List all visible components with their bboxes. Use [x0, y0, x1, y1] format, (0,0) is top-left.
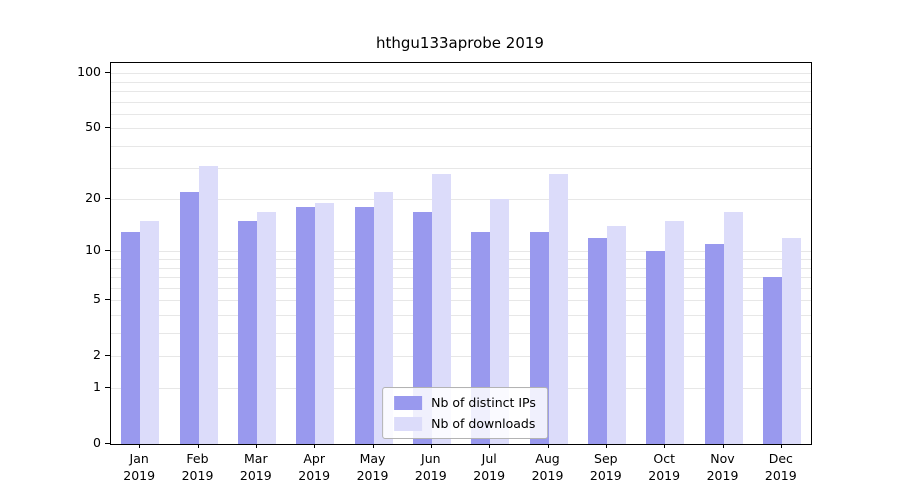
gridline-4 — [111, 314, 811, 316]
x-label-apr: Apr 2019 — [298, 451, 331, 483]
bar-downloads-sep — [606, 226, 626, 444]
y-tick-100 — [105, 72, 110, 74]
y-label-2: 2 — [93, 346, 101, 362]
x-tick-nov — [722, 444, 724, 448]
x-tick-feb — [197, 444, 199, 448]
y-label-1: 1 — [93, 379, 101, 395]
x-label-aug: Aug 2019 — [531, 451, 564, 483]
x-tick-apr — [314, 444, 316, 448]
legend-entry-downloads: Nb of downloads — [394, 416, 536, 431]
gridline-70 — [111, 101, 811, 103]
y-tick-5 — [105, 299, 110, 300]
x-label-jan: Jan 2019 — [123, 451, 156, 483]
bar-downloads-apr — [315, 203, 335, 444]
x-label-may: May 2019 — [356, 451, 389, 483]
x-tick-dec — [780, 444, 782, 448]
chart-title: hthgu133aprobe 2019 — [376, 34, 544, 52]
legend-entry-distinct-ips: Nb of distinct IPs — [394, 395, 536, 410]
y-label-100: 100 — [77, 64, 101, 80]
gridline-60 — [111, 113, 811, 115]
gridline-50 — [111, 128, 811, 130]
bar-distinct-ips-nov — [704, 244, 724, 444]
y-tick-2 — [105, 354, 110, 356]
x-tick-mar — [255, 444, 257, 448]
bar-downloads-nov — [723, 211, 743, 444]
gridline-100 — [111, 73, 811, 75]
gridline-10 — [111, 251, 811, 253]
bar-downloads-aug — [548, 173, 568, 444]
x-label-dec: Dec 2019 — [764, 451, 797, 483]
legend-label-downloads: Nb of downloads — [431, 416, 536, 431]
x-label-oct: Oct 2019 — [648, 451, 681, 483]
bar-distinct-ips-jan — [121, 232, 141, 444]
bar-distinct-ips-feb — [179, 192, 199, 444]
x-tick-oct — [664, 444, 666, 448]
bar-distinct-ips-sep — [587, 237, 607, 444]
x-tick-jul — [489, 444, 491, 448]
plot-area — [110, 62, 812, 445]
x-tick-jun — [430, 444, 432, 448]
gridline-5 — [111, 300, 811, 301]
gridline-8 — [111, 267, 811, 269]
gridline-2 — [111, 355, 811, 357]
x-label-jun: Jun 2019 — [414, 451, 447, 483]
gridline-30 — [111, 168, 811, 170]
y-label-10: 10 — [85, 242, 101, 258]
gridline-6 — [111, 287, 811, 289]
x-label-feb: Feb 2019 — [181, 451, 214, 483]
bar-downloads-feb — [198, 165, 218, 444]
gridline-20 — [111, 199, 811, 201]
gridline-90 — [111, 81, 811, 83]
legend: Nb of distinct IPs Nb of downloads — [382, 387, 548, 439]
y-tick-10 — [105, 250, 110, 252]
x-label-sep: Sep 2019 — [589, 451, 622, 483]
bar-distinct-ips-mar — [237, 221, 257, 444]
bar-downloads-mar — [256, 211, 276, 444]
y-label-20: 20 — [85, 190, 101, 206]
legend-label-distinct-ips: Nb of distinct IPs — [431, 395, 536, 410]
y-tick-20 — [105, 198, 110, 200]
bar-distinct-ips-may — [354, 207, 374, 444]
gridline-80 — [111, 90, 811, 92]
y-tick-0 — [105, 443, 110, 444]
x-tick-may — [372, 444, 374, 448]
y-tick-1 — [105, 387, 110, 389]
y-tick-50 — [105, 127, 110, 129]
bar-distinct-ips-apr — [296, 207, 316, 444]
x-label-nov: Nov 2019 — [706, 451, 739, 483]
bar-downloads-jun — [431, 173, 451, 444]
y-label-5: 5 — [93, 291, 101, 306]
legend-swatch-downloads — [394, 416, 423, 431]
bar-downloads-jan — [140, 221, 160, 444]
bar-downloads-jul — [490, 199, 510, 444]
gridline-40 — [111, 145, 811, 147]
x-label-jul: Jul 2019 — [473, 451, 506, 483]
bar-downloads-may — [373, 192, 393, 444]
bar-distinct-ips-jun — [412, 211, 432, 444]
y-label-50: 50 — [85, 119, 101, 135]
x-tick-sep — [605, 444, 607, 448]
x-tick-jan — [139, 444, 141, 448]
x-label-mar: Mar 2019 — [239, 451, 272, 483]
y-label-0: 0 — [93, 435, 101, 450]
bar-downloads-dec — [781, 237, 801, 444]
bar-downloads-oct — [665, 221, 685, 444]
bar-distinct-ips-oct — [646, 251, 666, 444]
bar-distinct-ips-dec — [762, 276, 782, 444]
gridline-3 — [111, 332, 811, 334]
x-tick-aug — [547, 444, 549, 448]
gridline-7 — [111, 276, 811, 278]
legend-swatch-distinct-ips — [394, 395, 423, 410]
gridline-9 — [111, 259, 811, 260]
